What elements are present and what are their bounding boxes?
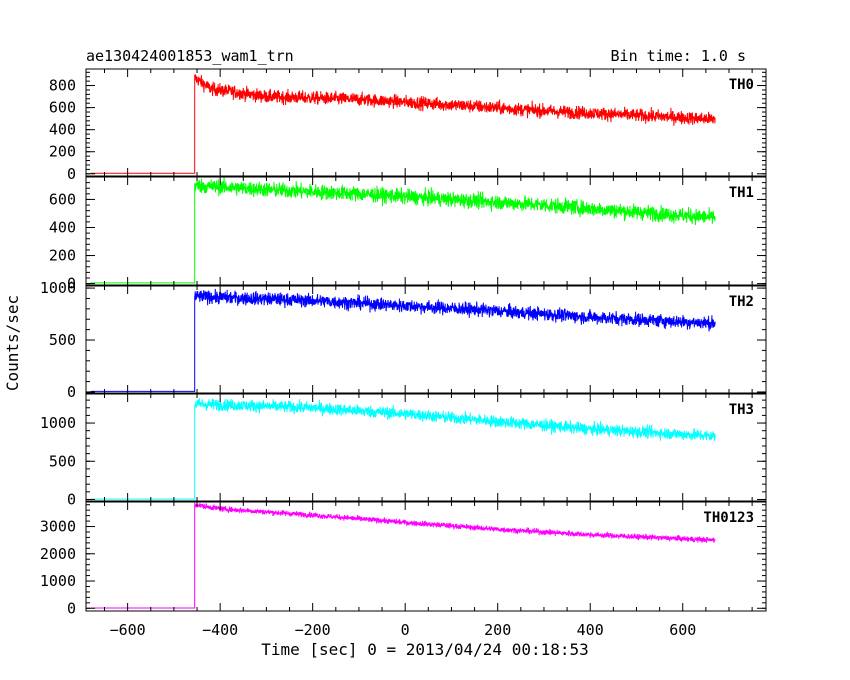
y-tick-label: 3000 bbox=[40, 518, 76, 536]
y-tick-label: 0 bbox=[67, 599, 76, 617]
series-line-th1 bbox=[90, 176, 716, 284]
panel-frame bbox=[85, 176, 767, 286]
panel-frame bbox=[85, 393, 767, 502]
y-tick-label: 2000 bbox=[40, 545, 76, 563]
series-line-th0123 bbox=[90, 502, 716, 609]
panel-th2: 0 500 1000 TH2 bbox=[40, 279, 767, 401]
x-axis-label: Time [sec] 0 = 2013/04/24 00:18:53 bbox=[261, 640, 589, 659]
x-tick-label: −400 bbox=[202, 621, 238, 639]
series-line-th3 bbox=[90, 398, 716, 500]
y-tick-label: 0 bbox=[67, 165, 76, 183]
panel-frame bbox=[85, 68, 767, 177]
chart-title: ae130424001853_wam1_trn bbox=[86, 47, 294, 65]
x-tick-label: −200 bbox=[295, 621, 331, 639]
panel-frame bbox=[85, 501, 767, 612]
panel-th3: 0 500 1000 TH3 bbox=[40, 393, 767, 508]
y-tick-label: 1000 bbox=[40, 414, 76, 432]
y-tick-label: 0 bbox=[67, 275, 76, 293]
y-tick-label: 200 bbox=[49, 247, 76, 265]
series-line-th0 bbox=[90, 74, 716, 174]
panel-th0123: 0 1000 2000 3000 TH0123 −600 −400 −200 0 200 400 60… bbox=[40, 501, 767, 639]
panel-th1: 0 200 400 600 TH1 bbox=[49, 176, 767, 293]
y-tick-label: 0 bbox=[67, 490, 76, 508]
y-tick-label: 600 bbox=[49, 99, 76, 117]
bin-time-label: Bin time: 1.0 s bbox=[611, 47, 746, 65]
y-tick-label: 0 bbox=[67, 383, 76, 401]
y-tick-label: 200 bbox=[49, 143, 76, 161]
channel-label-th1: TH1 bbox=[729, 185, 754, 201]
x-tick-label: 200 bbox=[484, 621, 511, 639]
y-tick-label: 500 bbox=[49, 452, 76, 470]
y-tick-label: 400 bbox=[49, 218, 76, 236]
x-tick-label: 600 bbox=[669, 621, 696, 639]
x-tick-label: 0 bbox=[401, 621, 410, 639]
y-axis-label: Counts/sec bbox=[3, 295, 22, 391]
y-tick-label: 1000 bbox=[40, 572, 76, 590]
panel-th0: 0 200 400 600 800 TH0 bbox=[49, 68, 767, 183]
channel-label-th2: TH2 bbox=[729, 294, 754, 310]
series-line-th2 bbox=[90, 288, 716, 392]
y-tick-label: 800 bbox=[49, 77, 76, 95]
x-tick-label: −600 bbox=[110, 621, 146, 639]
y-tick-label: 500 bbox=[49, 331, 76, 349]
channel-label-th0: TH0 bbox=[729, 77, 754, 93]
y-tick-label: 1000 bbox=[40, 279, 76, 297]
panel-frame bbox=[85, 285, 767, 394]
channel-label-th3: TH3 bbox=[729, 402, 754, 418]
x-tick-label: 400 bbox=[577, 621, 604, 639]
y-tick-label: 600 bbox=[49, 190, 76, 208]
y-tick-label: 400 bbox=[49, 121, 76, 139]
channel-label-th0123: TH0123 bbox=[703, 510, 754, 526]
